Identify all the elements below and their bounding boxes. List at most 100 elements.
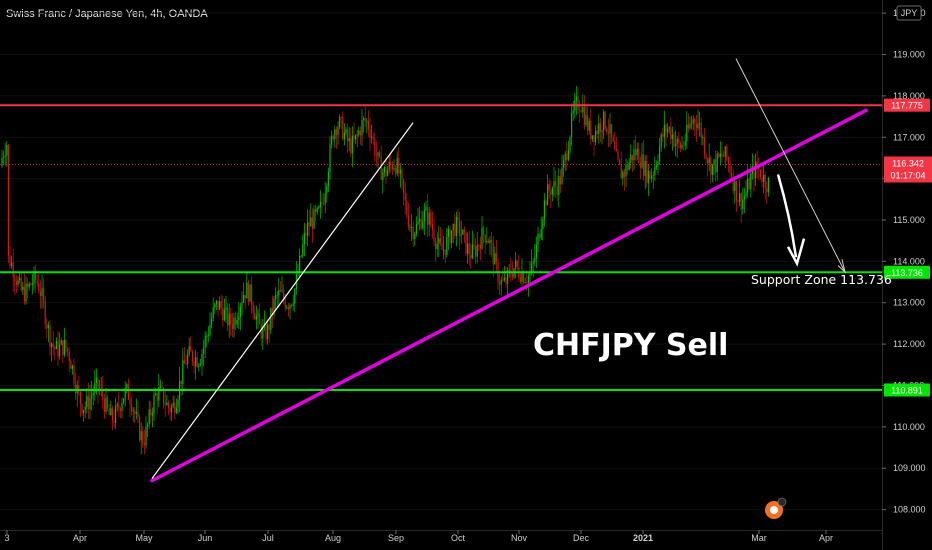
tradingview-logo-icon (765, 497, 787, 519)
candle-body (41, 288, 43, 297)
candle-body (356, 134, 358, 136)
annotations: Support Zone 113.736 CHFJPY Sell (533, 272, 892, 519)
candle-body (387, 170, 389, 176)
candle-body (340, 117, 342, 118)
candle-body (663, 124, 665, 137)
candle-body (676, 138, 678, 144)
candle-body (444, 249, 446, 255)
candle-body (582, 107, 584, 113)
candle-body (595, 130, 597, 143)
candle-body (436, 244, 438, 249)
candle-body (44, 300, 46, 324)
candle-body (750, 173, 752, 189)
candle-body (540, 229, 542, 239)
candle-body (686, 124, 688, 142)
projection-arrowhead (837, 259, 846, 274)
candle-body (214, 304, 216, 308)
candle-body (369, 129, 371, 138)
candle-body (667, 128, 669, 133)
drawings[interactable] (0, 58, 882, 483)
candle-body (278, 290, 280, 296)
candle-body (675, 143, 677, 146)
last-price-value: 116.342 (892, 158, 924, 168)
candle-body (331, 135, 333, 145)
candle-body (441, 242, 443, 250)
candle-body (236, 319, 238, 325)
candle-body (460, 234, 462, 236)
candle-body (203, 347, 205, 354)
candle-body (124, 387, 126, 399)
candle-body (78, 385, 80, 392)
candle-body (547, 184, 549, 206)
candle-body (361, 120, 363, 136)
time-tick-label: Sep (388, 533, 404, 543)
candle-body (647, 171, 649, 184)
candle-body (25, 283, 27, 302)
candle-body (492, 243, 494, 265)
time-tick-label: Apr (73, 533, 87, 543)
candle-body (54, 347, 56, 350)
candle-body (479, 244, 481, 249)
candle-body (635, 149, 637, 156)
candle-body (183, 360, 185, 364)
candle-body (539, 233, 541, 239)
candle-body (92, 392, 94, 396)
sell-arrow (776, 174, 798, 258)
candle-body (620, 164, 622, 179)
candle-body (319, 201, 321, 208)
candle-body (300, 255, 302, 257)
candle-body (604, 111, 606, 129)
candle-body (129, 399, 131, 405)
candle-body (6, 145, 8, 156)
candle-body (303, 233, 305, 244)
candle-body (158, 387, 160, 401)
candle-body (545, 200, 547, 206)
candle-body (166, 402, 168, 406)
candle-body (140, 431, 142, 441)
candle-body (735, 180, 737, 202)
candle-body (4, 155, 6, 157)
candle-body (388, 162, 390, 171)
last-price-badge: 116.342 01:17:04 (884, 156, 932, 183)
candle-body (132, 410, 134, 412)
candle-body (718, 153, 720, 157)
candle-body (665, 124, 667, 133)
candle-body (268, 324, 270, 330)
candle-body (126, 384, 128, 388)
candle-body (452, 223, 454, 231)
candle-body (569, 137, 571, 151)
candle-body (607, 132, 609, 134)
candle-body (199, 363, 201, 366)
candle-body (478, 244, 480, 246)
candle-body (30, 283, 32, 286)
candle-body (283, 290, 285, 299)
price-tick-label: 114.000 (893, 256, 925, 266)
candle-body (505, 277, 507, 284)
candle-body (409, 226, 411, 228)
candle-body (710, 157, 712, 175)
time-tick-label: Oct (451, 533, 466, 543)
candle-body (273, 298, 275, 314)
candle-body (700, 123, 702, 138)
candle-body (70, 361, 72, 369)
candle-body (431, 224, 433, 230)
candle-body (585, 115, 587, 125)
time-tick-label: Apr (819, 533, 833, 543)
candle-body (590, 120, 592, 140)
candle-body (427, 207, 429, 225)
candle-body (105, 397, 107, 413)
candle-body (657, 161, 659, 166)
candle-body (127, 384, 129, 400)
candle-body (598, 123, 600, 134)
candle-body (699, 123, 701, 124)
currency-button[interactable]: JPY (896, 5, 922, 21)
candle-body (187, 354, 189, 365)
candle-body (380, 156, 382, 180)
candle-body (630, 154, 632, 163)
candle-body (662, 134, 664, 137)
candle-body (564, 153, 566, 161)
candle-body (451, 230, 453, 244)
candle-body (385, 167, 387, 176)
candle-body (167, 402, 169, 409)
